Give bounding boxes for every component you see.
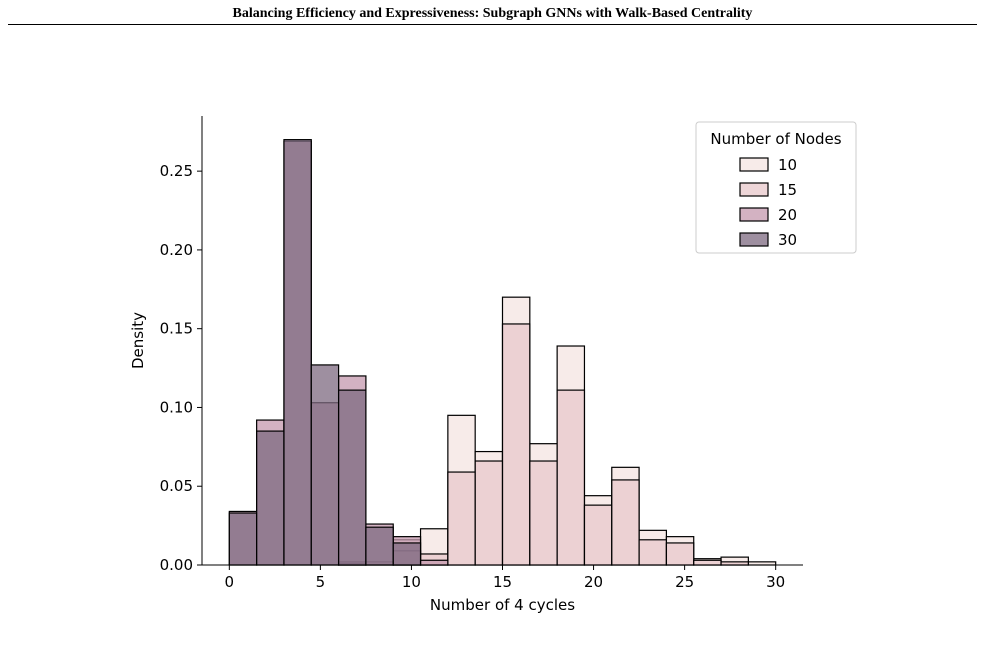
bar-nodes-15-bin-14 [611,479,640,566]
x-tick-label-5: 5 [316,573,326,591]
bar-nodes-15-bin-15 [638,539,668,566]
bar-nodes-15-bin-17 [693,559,722,566]
bar-nodes-15-bin-10 [501,323,531,566]
x-tick-label-10: 10 [402,573,421,591]
x-tick-label-20: 20 [584,573,603,591]
x-axis-label: Number of 4 cycles [430,596,575,614]
chart-axes: 0 5 10 15 20 25 30 0.00 0.05 0.10 0.15 0.20 0.25 [160,116,803,591]
y-tick-label-0: 0.00 [160,556,193,574]
bar-nodes-30-bin-4 [337,389,367,566]
legend-box [695,121,857,254]
bar-nodes-30-bin-2 [283,139,312,566]
bar-nodes-15-bin-11 [529,460,558,566]
bar-nodes-15-bin-13 [583,504,613,566]
x-tick-label-15: 15 [493,573,512,591]
legend-title: Number of Nodes [710,130,841,148]
bar-nodes-15-bin-16 [665,542,695,566]
legend-swatch-30 [739,232,769,247]
y-axis-label: Density [129,312,147,369]
histogram-bars [228,139,777,566]
legend: Number of Nodes 10 15 20 30 [695,121,857,254]
legend-swatch-10 [739,157,769,172]
legend-label-20: 20 [778,206,797,224]
header-rule [8,24,977,25]
y-tick-label-4: 0.20 [160,241,193,259]
bar-nodes-30-bin-1 [256,430,285,566]
legend-label-10: 10 [778,156,797,174]
x-tick-label-25: 25 [675,573,694,591]
bar-nodes-20-bin-7 [419,559,449,566]
legend-swatch-20 [739,207,769,222]
page-header-title: Balancing Efficiency and Expressiveness:… [232,6,753,21]
bar-nodes-30-bin-6 [392,542,422,566]
x-tick-label-30: 30 [766,573,785,591]
legend-label-30: 30 [778,231,797,249]
bar-nodes-30-bin-3 [310,364,340,566]
x-tick-label-0: 0 [225,573,235,591]
y-tick-label-3: 0.15 [160,320,193,338]
bar-nodes-15-bin-12 [556,389,586,566]
legend-swatch-15 [739,182,769,197]
bar-nodes-30-bin-5 [365,526,394,566]
legend-label-15: 15 [778,181,797,199]
y-tick-label-2: 0.10 [160,398,193,416]
y-tick-label-1: 0.05 [160,477,193,495]
figure-caption [0,632,985,650]
bar-nodes-30-bin-0 [228,512,258,566]
y-tick-label-5: 0.25 [160,162,193,180]
bar-nodes-15-bin-9 [474,460,504,566]
bar-nodes-15-bin-8 [447,471,476,566]
